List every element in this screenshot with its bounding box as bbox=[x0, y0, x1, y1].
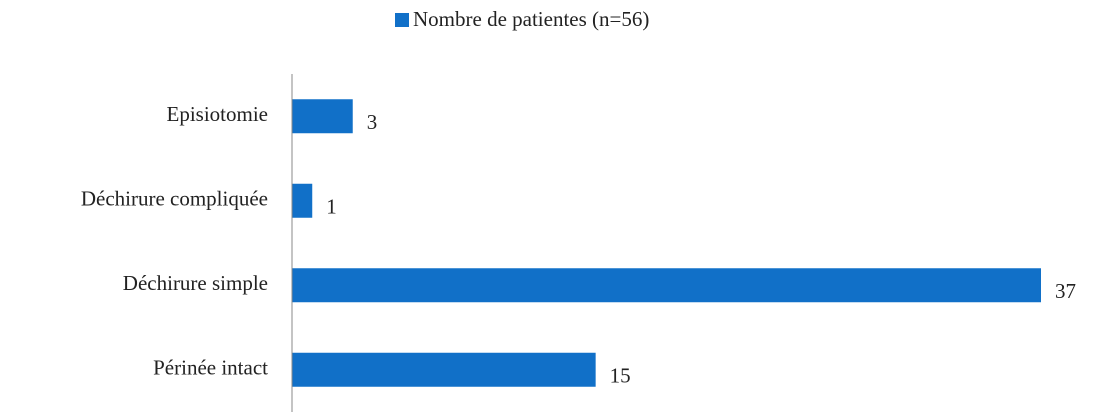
value-label: 15 bbox=[610, 364, 631, 388]
category-label: Déchirure compliquée bbox=[81, 187, 268, 211]
category-label: Périnée intact bbox=[153, 356, 268, 380]
value-label: 37 bbox=[1055, 279, 1076, 303]
legend-label: Nombre de patientes (n=56) bbox=[413, 7, 649, 31]
category-label: Episiotomie bbox=[167, 102, 269, 126]
bar bbox=[292, 183, 313, 218]
bar bbox=[292, 99, 353, 134]
legend-swatch bbox=[395, 13, 409, 27]
value-label: 1 bbox=[326, 195, 337, 219]
value-label: 3 bbox=[367, 110, 378, 134]
bar bbox=[292, 352, 596, 387]
bar bbox=[292, 268, 1041, 303]
category-label: Déchirure simple bbox=[123, 271, 268, 295]
